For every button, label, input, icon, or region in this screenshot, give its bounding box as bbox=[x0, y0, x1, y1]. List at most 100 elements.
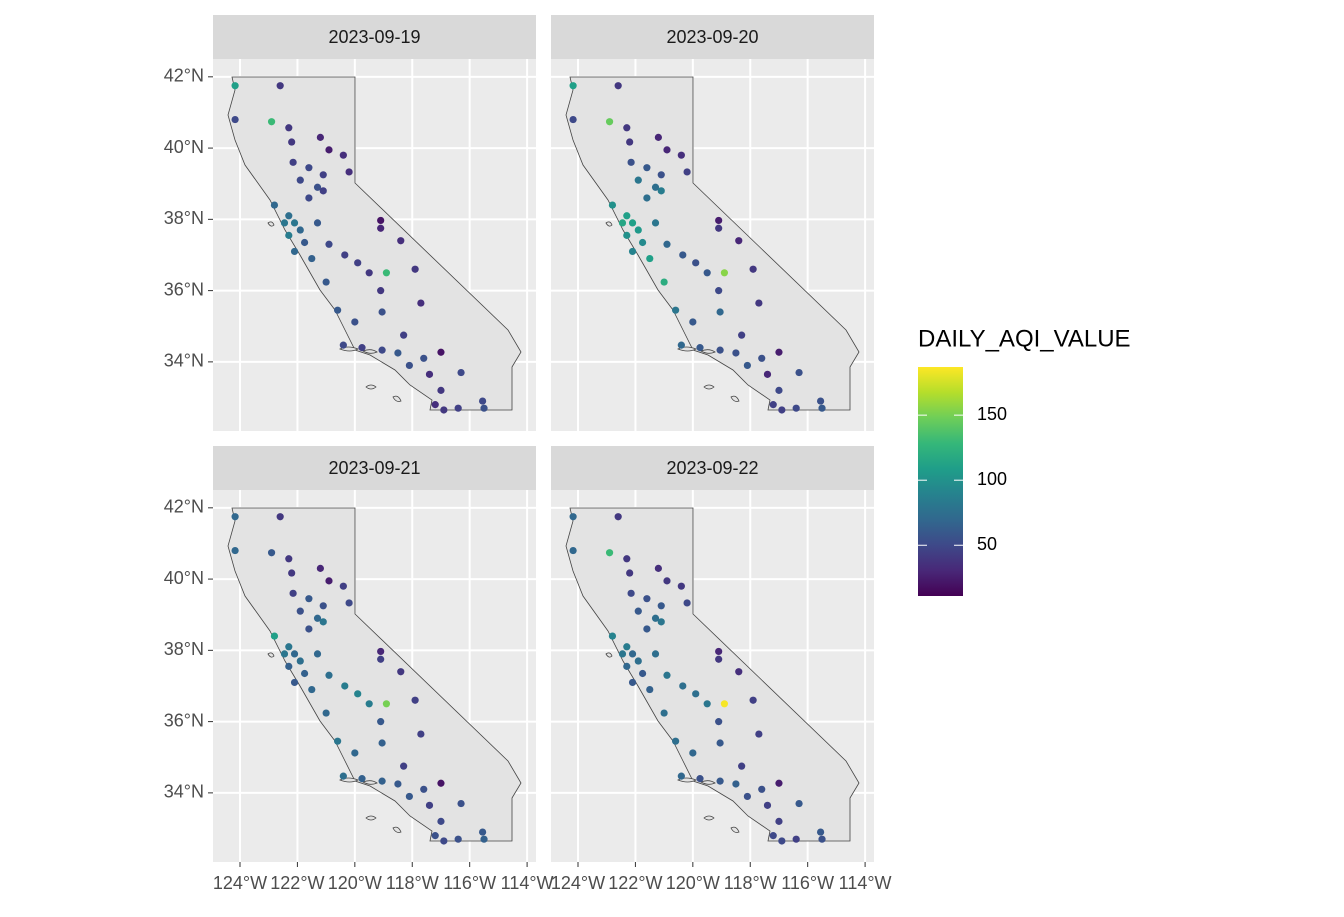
facet-panel: 2023-09-22 124°W 122°W 120°W 118°W 116°W 114°W bbox=[551, 446, 892, 893]
station-point bbox=[657, 618, 665, 626]
x-tick-label: 118°W bbox=[386, 873, 439, 893]
station-point bbox=[651, 183, 660, 191]
station-point bbox=[755, 730, 763, 738]
station-point bbox=[638, 238, 647, 247]
station-point bbox=[569, 513, 577, 521]
station-point bbox=[778, 837, 786, 845]
station-point bbox=[692, 690, 700, 698]
station-point bbox=[365, 269, 373, 277]
station-point bbox=[358, 344, 366, 352]
station-point bbox=[715, 224, 723, 232]
station-point bbox=[305, 625, 313, 633]
station-point bbox=[382, 269, 391, 277]
station-point bbox=[605, 118, 614, 126]
station-point bbox=[480, 835, 488, 843]
station-point bbox=[285, 662, 293, 670]
station-point bbox=[405, 361, 413, 370]
colorbar-label: 50 bbox=[977, 534, 997, 554]
station-point bbox=[638, 669, 647, 678]
station-point bbox=[715, 647, 723, 656]
y-tick-label: 42°N bbox=[164, 66, 204, 86]
station-point bbox=[313, 650, 322, 658]
station-point bbox=[569, 82, 577, 90]
station-point bbox=[627, 589, 635, 597]
station-point bbox=[623, 231, 631, 239]
station-point bbox=[411, 265, 419, 273]
station-point bbox=[270, 632, 279, 640]
station-point bbox=[457, 368, 465, 377]
station-point bbox=[325, 671, 333, 679]
station-point bbox=[775, 348, 783, 356]
station-point bbox=[715, 216, 723, 225]
station-point bbox=[325, 577, 333, 585]
station-point bbox=[382, 700, 391, 708]
station-point bbox=[378, 777, 386, 785]
facet-panel: 2023-09-20 bbox=[551, 15, 874, 431]
station-point bbox=[478, 397, 487, 405]
station-point bbox=[341, 682, 349, 690]
station-point bbox=[569, 546, 577, 555]
strip-label: 2023-09-21 bbox=[328, 458, 420, 478]
station-point bbox=[296, 657, 304, 665]
station-point bbox=[651, 614, 660, 622]
station-point bbox=[276, 82, 284, 90]
station-point bbox=[716, 739, 724, 747]
x-tick-label: 114°W bbox=[839, 873, 892, 893]
station-point bbox=[319, 602, 327, 610]
station-point bbox=[319, 171, 327, 179]
station-point bbox=[341, 251, 349, 259]
station-point bbox=[715, 655, 723, 663]
station-point bbox=[743, 361, 751, 370]
x-tick-label: 122°W bbox=[608, 873, 662, 893]
facet-panel: 2023-09-19 34°N 36°N 38°N 40°N 42°N bbox=[164, 15, 536, 431]
station-point bbox=[339, 341, 347, 349]
station-point bbox=[300, 669, 309, 678]
station-point bbox=[290, 678, 299, 687]
station-point bbox=[377, 287, 385, 295]
y-tick-label: 34°N bbox=[164, 351, 204, 371]
x-tick-label: 116°W bbox=[781, 873, 834, 893]
y-tick-label: 36°N bbox=[164, 279, 204, 299]
station-point bbox=[313, 219, 322, 227]
station-point bbox=[634, 176, 642, 184]
station-point bbox=[775, 386, 783, 394]
x-tick-label: 124°W bbox=[213, 873, 267, 893]
station-point bbox=[689, 749, 697, 757]
station-point bbox=[626, 569, 634, 577]
station-point bbox=[679, 251, 687, 259]
station-point bbox=[778, 406, 786, 414]
station-point bbox=[285, 555, 293, 563]
station-point bbox=[420, 354, 428, 362]
station-point bbox=[231, 82, 239, 90]
station-point bbox=[454, 835, 462, 843]
strip-label: 2023-09-20 bbox=[666, 27, 758, 47]
y-tick-label: 38°N bbox=[164, 208, 204, 228]
station-point bbox=[775, 779, 783, 787]
station-point bbox=[663, 146, 671, 154]
station-point bbox=[626, 138, 634, 146]
station-point bbox=[285, 212, 293, 220]
station-point bbox=[289, 589, 297, 597]
station-point bbox=[758, 785, 766, 793]
station-point bbox=[628, 219, 637, 227]
station-point bbox=[325, 146, 333, 154]
station-point bbox=[231, 115, 239, 124]
station-point bbox=[280, 650, 289, 658]
station-point bbox=[651, 219, 660, 227]
station-point bbox=[351, 749, 359, 757]
station-point bbox=[285, 643, 293, 651]
station-point bbox=[720, 700, 729, 708]
station-point bbox=[614, 82, 622, 90]
station-point bbox=[634, 657, 642, 665]
station-point bbox=[231, 513, 239, 521]
station-point bbox=[417, 730, 425, 738]
station-point bbox=[683, 599, 691, 607]
station-point bbox=[411, 696, 419, 704]
station-point bbox=[339, 772, 347, 780]
station-point bbox=[296, 176, 304, 184]
station-point bbox=[816, 397, 825, 405]
station-point bbox=[634, 226, 642, 234]
station-point bbox=[440, 406, 448, 414]
y-tick-label: 34°N bbox=[164, 782, 204, 802]
station-point bbox=[457, 799, 465, 808]
